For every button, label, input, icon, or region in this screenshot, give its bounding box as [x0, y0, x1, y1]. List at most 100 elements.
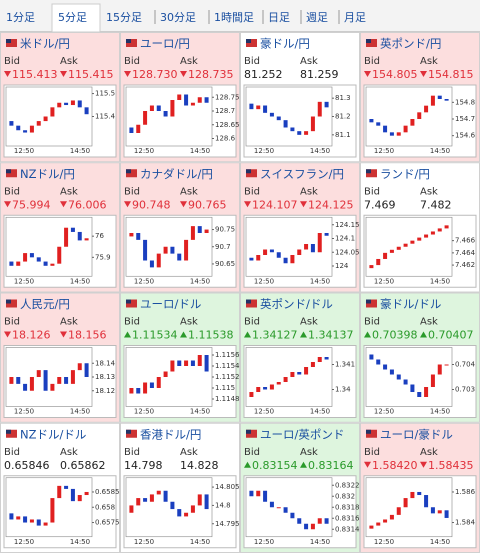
tab[interactable]: 1時間足 [214, 11, 254, 24]
candle [184, 94, 189, 106]
pair-name[interactable]: 英ポンド/円 [380, 37, 441, 51]
bid-label: Bid [4, 56, 20, 67]
candle [163, 246, 168, 254]
x-tick-label: 14:50 [190, 538, 210, 546]
pair-name[interactable]: ユーロ/英ポンド [260, 427, 344, 441]
candle [29, 519, 34, 523]
y-tick-label: 154.6 [455, 132, 476, 140]
ask-value: 1.34137 [308, 329, 354, 342]
tab[interactable]: 日足 [268, 11, 290, 24]
tab[interactable]: 月足 [344, 11, 366, 24]
pair-name[interactable]: 香港ドル/円 [140, 427, 201, 441]
pair-name[interactable]: 豪ドル/ドル [380, 297, 441, 311]
candle [84, 107, 89, 115]
candle [403, 243, 408, 247]
pair-name[interactable]: ランド/円 [380, 167, 430, 181]
pair-name[interactable]: NZドル/ドル [20, 427, 86, 441]
candle [283, 507, 288, 513]
ask-label: Ask [420, 56, 438, 67]
pair-name[interactable]: 米ドル/円 [20, 37, 70, 51]
candle [383, 252, 388, 259]
bid-value: 128.730 [132, 68, 178, 81]
y-tick-label: 90.65 [215, 260, 235, 268]
bid-value: 1.34127 [252, 329, 298, 342]
tab[interactable]: 15分足 [106, 11, 142, 24]
candle [424, 495, 429, 508]
candle [256, 105, 261, 110]
pair-name[interactable]: 豪ドル/円 [260, 37, 310, 51]
tab[interactable]: 1分足 [6, 11, 35, 24]
y-tick-label: 1.1152 [215, 373, 240, 381]
candle [163, 111, 168, 117]
up-arrow [300, 331, 307, 338]
ask-value: 0.70407 [428, 329, 474, 342]
bid-label: Bid [4, 317, 20, 328]
candle [304, 131, 309, 135]
pair-name[interactable]: 英ポンド/ドル [260, 297, 333, 311]
pair-name[interactable]: ユーロ/豪ドル [380, 427, 453, 441]
plot-frame [245, 216, 333, 277]
x-tick-label: 14:50 [430, 147, 450, 155]
y-tick-label: 115.5 [95, 90, 115, 98]
pair-name[interactable]: カナダドル/円 [140, 167, 213, 181]
flag-icon [126, 39, 137, 47]
candle [163, 490, 168, 502]
down-arrow [60, 71, 67, 77]
y-tick-label: 81.2 [335, 113, 351, 121]
candle [16, 125, 21, 131]
candle [369, 265, 374, 269]
candle [9, 513, 14, 520]
bid-label: Bid [4, 447, 20, 458]
ask-value: 18.156 [68, 329, 107, 342]
y-tick-label: 128.75 [215, 93, 240, 101]
pair-name[interactable]: ユーロ/ドル [140, 297, 201, 311]
down-arrow [124, 71, 131, 77]
tab[interactable]: 5分足 [58, 11, 87, 24]
flag-icon [126, 429, 137, 438]
ask-label: Ask [60, 317, 78, 328]
candle [249, 392, 254, 397]
candle [50, 107, 55, 117]
y-tick-label: 115.4 [95, 113, 116, 121]
flag-icon-part [246, 169, 251, 174]
candle [36, 519, 41, 526]
pair-name[interactable]: NZドル/円 [20, 167, 75, 181]
candle [410, 119, 415, 126]
y-tick-label: 18.12 [95, 387, 115, 395]
flag-icon [126, 169, 137, 178]
pair-name[interactable]: ユーロ/円 [140, 37, 190, 51]
tab[interactable]: 週足 [306, 11, 328, 24]
chart-box [123, 345, 237, 418]
candle [36, 370, 41, 377]
candle [290, 255, 295, 264]
candle [36, 257, 41, 262]
ask-label: Ask [180, 317, 198, 328]
tab[interactable]: 30分足 [160, 11, 196, 24]
ask-label: Ask [300, 447, 318, 458]
candle [269, 249, 274, 253]
ask-value: 0.65862 [60, 459, 106, 472]
x-tick-label: 14:50 [310, 147, 330, 155]
pair-name[interactable]: 人民元/円 [20, 297, 70, 311]
candle [77, 231, 82, 241]
y-tick-label: 154.8 [455, 98, 475, 106]
y-tick-label: 1.584 [455, 519, 476, 527]
ask-label: Ask [180, 447, 198, 458]
ask-value: 7.482 [420, 198, 452, 211]
candle [16, 516, 21, 520]
candle [424, 387, 429, 397]
x-tick-label: 14:50 [70, 408, 90, 416]
bid-value: 1.58420 [372, 459, 418, 472]
pair-name[interactable]: スイスフラン/円 [260, 167, 344, 181]
y-tick-label: 0.8314 [335, 525, 360, 533]
y-tick-label: 81.1 [335, 131, 351, 139]
candle [424, 105, 429, 113]
candle [170, 360, 175, 372]
bid-label: Bid [244, 447, 260, 458]
flag-icon-part [366, 169, 371, 174]
candle [290, 127, 295, 132]
candle [304, 367, 309, 375]
candle [396, 374, 401, 380]
